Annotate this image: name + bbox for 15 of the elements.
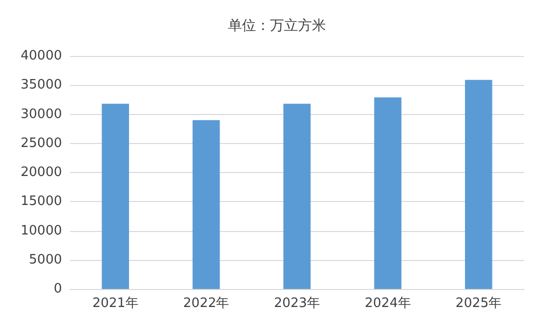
y-tick-label: 20000: [20, 165, 62, 180]
y-tick-label: 5000: [28, 252, 62, 268]
x-tick-label: 2023年: [274, 296, 320, 311]
y-tick-label: 25000: [20, 136, 62, 151]
x-tick-label: 2025年: [456, 296, 502, 311]
x-tick-label: 2022年: [183, 296, 230, 311]
y-tick-label: 30000: [20, 106, 62, 122]
y-tick-label: 35000: [20, 78, 62, 93]
y-tick-label: 40000: [20, 48, 62, 64]
chart-title: 单位：万立方米: [228, 18, 326, 34]
y-tick-label: 10000: [20, 223, 62, 238]
y-tick-label: 0: [54, 282, 62, 296]
y-tick-label: 15000: [20, 194, 62, 210]
x-tick-label: 2021年: [92, 296, 138, 311]
x-tick-label: 2024年: [364, 296, 411, 311]
